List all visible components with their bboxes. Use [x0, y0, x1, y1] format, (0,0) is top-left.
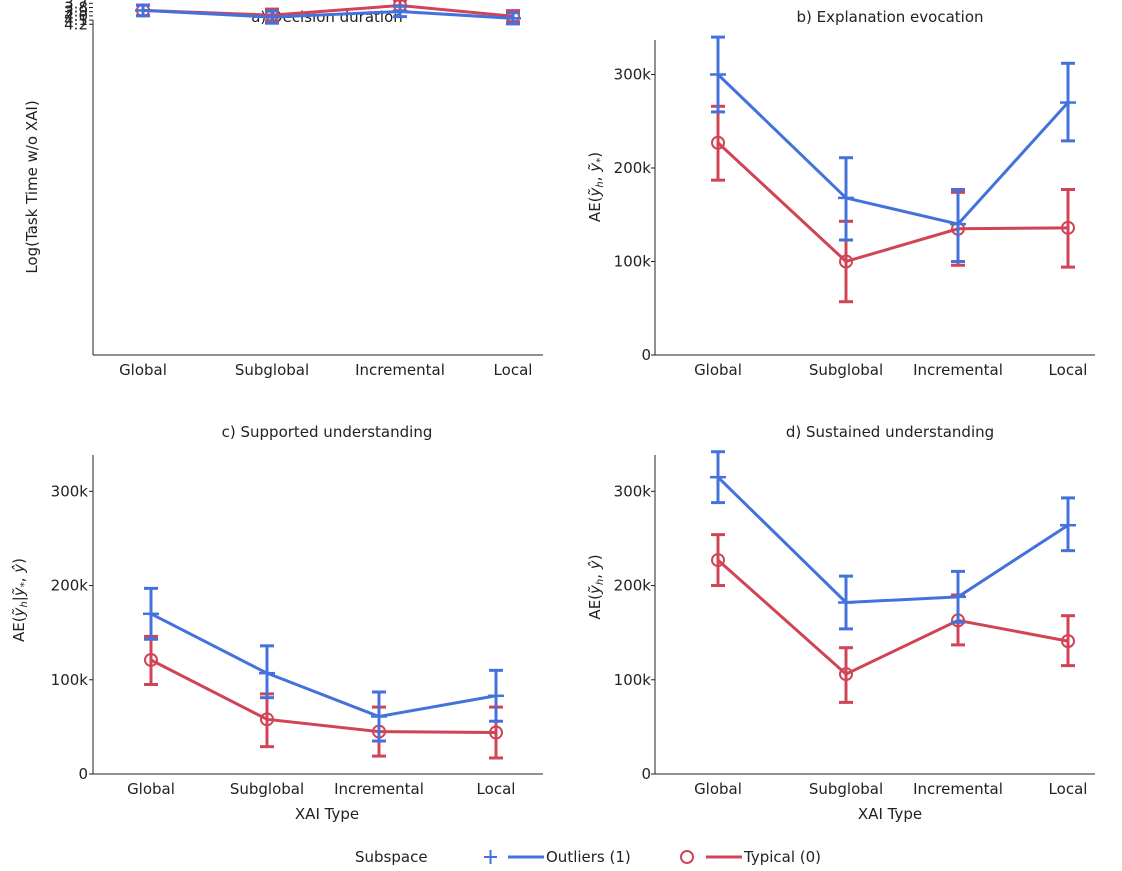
series-line — [716, 476, 1069, 605]
series-typical — [711, 104, 1075, 304]
legend-typical-circle-icon — [680, 850, 694, 864]
x-tick-label: Incremental — [334, 780, 424, 798]
legend-item-outliers: Outliers (1) — [484, 848, 631, 866]
panel-c-title: c) Supported understanding — [222, 423, 433, 441]
x-tick-label: Global — [119, 361, 167, 379]
y-tick-label: 200k — [51, 577, 89, 595]
series-line — [717, 558, 1069, 676]
series-typical — [711, 533, 1075, 704]
y-tick-label: 100k — [614, 253, 652, 271]
panel-d: d) Sustained understanding AE(ỹh, ŷ) XAI… — [586, 423, 1095, 823]
y-tick-label: 0 — [641, 346, 651, 364]
x-tick-label: Global — [694, 361, 742, 379]
series-typical — [144, 634, 503, 760]
series-line — [150, 658, 497, 735]
panel-c-xlabel: XAI Type — [295, 805, 359, 823]
panel-c-ylabel: AE(ỹh|ỹ*, ŷ) — [10, 558, 30, 642]
data-point-circle — [1061, 220, 1075, 235]
series-line — [716, 73, 1070, 226]
x-tick-label: Subglobal — [809, 361, 883, 379]
panel-d-xlabel: XAI Type — [858, 805, 922, 823]
x-tick-label: Incremental — [913, 780, 1003, 798]
legend-item-typical: Typical (0) — [680, 848, 821, 866]
y-tick-label: 300k — [614, 66, 652, 84]
x-tick-label: Global — [694, 780, 742, 798]
y-tick-label: 300k — [614, 482, 652, 500]
panel-a: a) Decision duration Log(Task Time w/o X… — [23, 0, 543, 379]
panel-b: b) Explanation evocation AE(ỹh, ỹ*) 0 100… — [586, 8, 1095, 379]
panel-d-ylabel: AE(ỹh, ŷ) — [586, 554, 606, 619]
series-outliers — [143, 586, 504, 743]
x-tick-label: Subglobal — [809, 780, 883, 798]
data-point-circle — [711, 135, 725, 150]
panel-c: c) Supported understanding AE(ỹh|ỹ*, ŷ) … — [10, 423, 543, 823]
data-point-circle — [1061, 634, 1075, 649]
y-tick-label: 4.2 — [64, 15, 88, 33]
panel-a-ylabel: Log(Task Time w/o XAI) — [23, 100, 41, 273]
data-point-circle — [144, 652, 158, 667]
y-tick-label: 300k — [51, 482, 89, 500]
x-tick-label: Subglobal — [235, 361, 309, 379]
y-tick-label: 0 — [641, 765, 651, 783]
x-tick-label: Local — [1049, 361, 1088, 379]
y-tick-label: 100k — [614, 671, 652, 689]
series-outliers — [135, 3, 521, 26]
x-tick-label: Local — [494, 361, 533, 379]
series-outliers — [710, 35, 1076, 263]
y-tick-label: 200k — [614, 159, 652, 177]
legend-typical-label: Typical (0) — [743, 848, 821, 866]
panel-d-plot: 0 100k 200k 300k Global Subglobal Incremental L… — [614, 450, 1095, 798]
y-tick-label: 0 — [78, 765, 88, 783]
data-point-circle — [839, 254, 853, 269]
series-outliers — [710, 450, 1076, 631]
data-point-circle — [260, 712, 274, 727]
x-tick-label: Local — [1049, 780, 1088, 798]
data-point-circle — [839, 667, 853, 682]
data-point-circle — [711, 553, 725, 568]
y-tick-label: 4.1 — [64, 11, 88, 29]
panel-b-plot: 0 100k 200k 300k Global Subglobal Incremental L… — [614, 35, 1095, 379]
y-tick-label: 3.8 — [64, 0, 88, 16]
panel-b-title: b) Explanation evocation — [796, 8, 983, 26]
x-tick-label: Local — [477, 780, 516, 798]
y-tick-label: 3.7 — [64, 0, 88, 12]
series-line — [142, 8, 514, 20]
panel-b-ylabel: AE(ỹh, ỹ*) — [586, 152, 606, 222]
panel-c-plot: 0 100k 200k 300k Global Subglobal Incremental L… — [51, 455, 543, 798]
y-tick-label: 3.9 — [64, 3, 88, 21]
series-line — [150, 612, 497, 719]
data-point-circle — [489, 725, 503, 740]
legend: Subspace Outliers (1) Typical (0) — [355, 848, 821, 866]
y-tick-label: 4.0 — [64, 7, 88, 25]
y-tick-label: 200k — [614, 577, 652, 595]
x-tick-label: Incremental — [913, 361, 1003, 379]
x-tick-label: Global — [127, 780, 175, 798]
x-tick-label: Incremental — [355, 361, 445, 379]
y-tick-label: 100k — [51, 671, 89, 689]
x-tick-label: Subglobal — [230, 780, 304, 798]
legend-title: Subspace — [355, 848, 428, 866]
panel-d-title: d) Sustained understanding — [786, 423, 994, 441]
series-line — [716, 141, 1069, 264]
legend-outliers-label: Outliers (1) — [546, 848, 631, 866]
panel-a-plot: 3.73.83.94.04.14.2 Global Subglobal Increme… — [64, 0, 543, 379]
